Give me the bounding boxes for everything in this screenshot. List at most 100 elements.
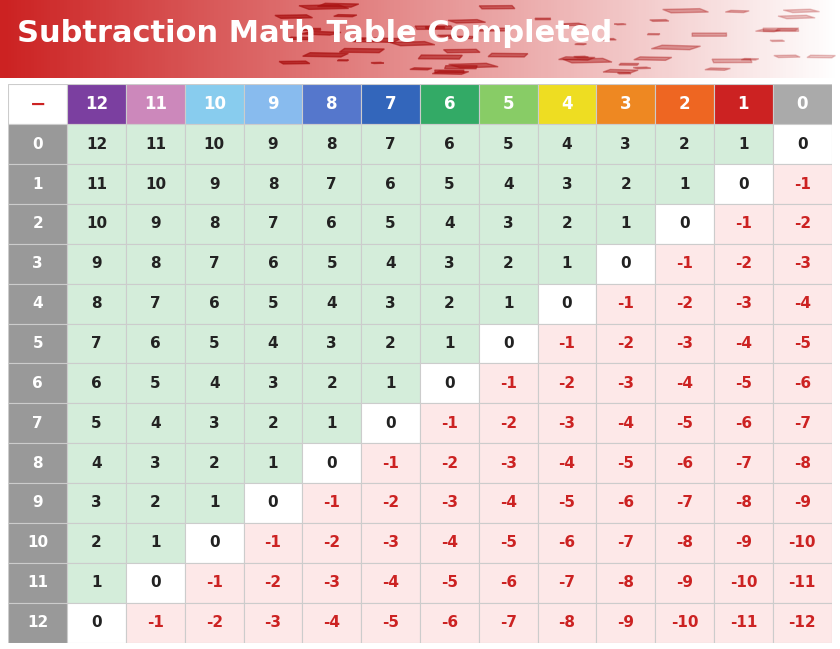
Text: 5: 5 [150, 376, 160, 391]
Bar [302, 84, 361, 124]
Bar [420, 124, 479, 164]
Text: 0: 0 [738, 177, 748, 191]
Bar [714, 603, 773, 643]
Text: 2: 2 [621, 177, 631, 191]
Text: 12: 12 [85, 95, 108, 114]
Text: -2: -2 [265, 575, 281, 590]
Bar [361, 363, 420, 403]
Text: 2: 2 [444, 296, 454, 311]
Bar [302, 523, 361, 563]
Bar [126, 363, 185, 403]
Text: 7: 7 [385, 95, 396, 114]
Bar [479, 124, 538, 164]
Bar [67, 284, 126, 324]
Text: 6: 6 [444, 95, 455, 114]
Bar [420, 523, 479, 563]
Bar [773, 84, 832, 124]
Bar [596, 244, 655, 284]
Text: 2: 2 [150, 495, 160, 511]
Text: 6: 6 [386, 177, 396, 191]
Bar [714, 403, 773, 443]
Bar [773, 523, 832, 563]
Bar [538, 204, 596, 244]
Bar [8, 523, 67, 563]
Bar [420, 84, 479, 124]
Bar [538, 284, 596, 324]
Text: 6: 6 [444, 137, 454, 152]
Bar [538, 483, 596, 523]
Text: 1: 1 [209, 495, 219, 511]
Text: 6: 6 [92, 376, 102, 391]
Text: -8: -8 [617, 575, 634, 590]
Text: -1: -1 [382, 456, 399, 471]
Text: 5: 5 [502, 95, 514, 114]
Text: 1: 1 [386, 376, 396, 391]
Text: 2: 2 [268, 416, 278, 431]
Text: 7: 7 [327, 177, 337, 191]
Bar [479, 523, 538, 563]
Bar [655, 483, 714, 523]
Text: -8: -8 [559, 615, 575, 630]
Text: 2: 2 [33, 216, 43, 232]
Bar [302, 53, 349, 57]
Text: 4: 4 [209, 376, 219, 391]
Bar [126, 164, 185, 204]
Bar [8, 84, 67, 124]
Text: -12: -12 [789, 615, 816, 630]
Text: -9: -9 [676, 575, 693, 590]
Bar [655, 324, 714, 363]
Bar [479, 204, 538, 244]
Text: 9: 9 [209, 177, 219, 191]
Bar [67, 164, 126, 204]
Bar [714, 204, 773, 244]
Text: 9: 9 [150, 216, 160, 232]
Bar [538, 324, 596, 363]
Bar [126, 324, 185, 363]
Bar [126, 523, 185, 563]
Text: 1: 1 [268, 456, 278, 471]
Text: 3: 3 [209, 416, 219, 431]
Text: -8: -8 [794, 456, 811, 471]
Text: -4: -4 [794, 296, 811, 311]
Text: 6: 6 [268, 256, 278, 271]
Bar [410, 67, 432, 70]
Text: 2: 2 [680, 137, 690, 152]
Bar [655, 363, 714, 403]
Text: -9: -9 [735, 535, 752, 550]
Bar [361, 164, 420, 204]
Bar [714, 483, 773, 523]
Bar [67, 324, 126, 363]
Bar [185, 84, 244, 124]
Text: -5: -5 [676, 416, 693, 431]
Bar [244, 363, 302, 403]
Bar [361, 443, 420, 483]
Bar [420, 164, 479, 204]
Bar [420, 483, 479, 523]
Bar [444, 49, 480, 53]
Text: -1: -1 [265, 535, 281, 550]
Bar [705, 68, 730, 70]
Bar [725, 10, 749, 12]
Text: 2: 2 [503, 256, 513, 271]
Bar [8, 443, 67, 483]
Text: 7: 7 [386, 137, 396, 152]
Bar [352, 38, 401, 42]
Bar [126, 483, 185, 523]
Bar [279, 61, 310, 64]
Bar [773, 603, 832, 643]
Bar [420, 563, 479, 603]
Text: 4: 4 [92, 456, 102, 471]
Text: 2: 2 [327, 376, 337, 391]
Bar [244, 523, 302, 563]
Bar [8, 363, 67, 403]
Text: 2: 2 [386, 336, 396, 351]
Text: -2: -2 [441, 456, 458, 471]
Text: -1: -1 [794, 177, 811, 191]
Bar [361, 603, 420, 643]
Text: -8: -8 [676, 535, 693, 550]
Bar [185, 284, 244, 324]
Text: 2: 2 [209, 456, 219, 471]
Bar [559, 57, 595, 60]
Bar [8, 603, 67, 643]
Text: 0: 0 [268, 495, 278, 511]
